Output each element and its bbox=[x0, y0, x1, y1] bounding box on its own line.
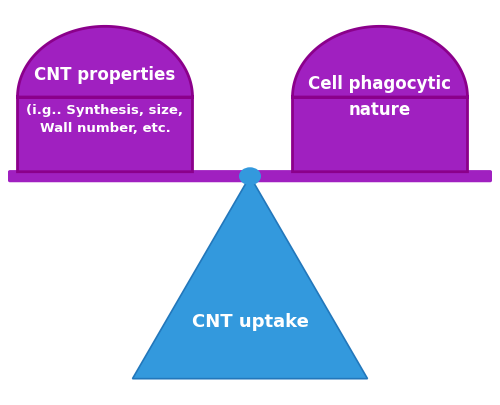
Text: (i.g.. Synthesis, size,
Wall number, etc.: (i.g.. Synthesis, size, Wall number, etc… bbox=[26, 104, 184, 135]
Polygon shape bbox=[18, 26, 192, 172]
FancyBboxPatch shape bbox=[8, 170, 492, 182]
Text: CNT properties: CNT properties bbox=[34, 66, 176, 84]
Text: Cell phagocytic
nature: Cell phagocytic nature bbox=[308, 75, 452, 119]
Polygon shape bbox=[292, 26, 468, 172]
Polygon shape bbox=[132, 176, 368, 379]
Circle shape bbox=[239, 167, 261, 185]
Text: CNT uptake: CNT uptake bbox=[192, 313, 308, 331]
